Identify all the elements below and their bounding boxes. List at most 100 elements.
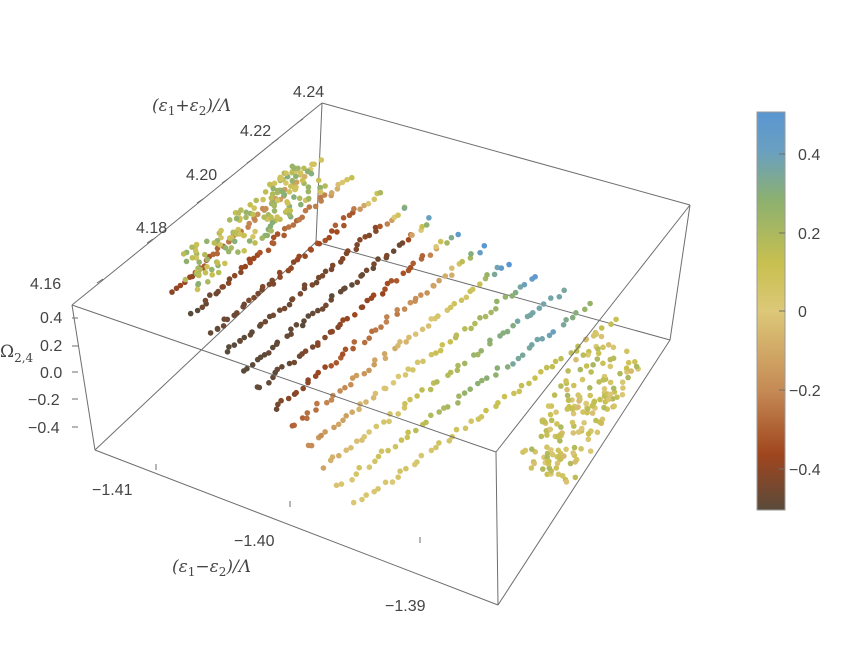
data-point bbox=[211, 240, 218, 246]
data-point bbox=[302, 207, 309, 214]
data-point bbox=[202, 251, 208, 258]
data-point bbox=[169, 289, 175, 295]
data-point bbox=[306, 204, 313, 210]
data-point bbox=[402, 372, 409, 378]
data-point bbox=[352, 312, 358, 318]
data-point bbox=[381, 419, 387, 425]
data-point bbox=[531, 460, 537, 467]
data-point bbox=[204, 256, 211, 263]
data-point bbox=[214, 260, 221, 266]
data-point bbox=[570, 410, 577, 417]
data-point bbox=[342, 384, 348, 391]
data-point bbox=[487, 337, 493, 344]
data-point bbox=[495, 400, 501, 406]
data-point bbox=[406, 334, 412, 341]
data-point bbox=[329, 262, 336, 269]
data-point bbox=[560, 322, 567, 328]
data-point bbox=[571, 444, 578, 451]
data-point bbox=[283, 170, 289, 177]
data-point bbox=[322, 429, 328, 435]
data-point bbox=[193, 241, 200, 248]
data-point bbox=[270, 234, 277, 241]
data-point bbox=[613, 316, 619, 323]
data-point bbox=[414, 359, 421, 366]
data-point bbox=[251, 255, 257, 262]
data-point bbox=[308, 442, 315, 449]
data-point bbox=[311, 161, 317, 167]
data-point bbox=[281, 305, 288, 312]
data-point bbox=[447, 369, 454, 376]
data-point bbox=[339, 179, 346, 186]
data-point bbox=[214, 250, 220, 257]
colorbar-tick-0.4: 0.4 bbox=[798, 147, 820, 164]
data-point bbox=[481, 243, 488, 249]
data-point bbox=[605, 396, 612, 403]
data-point bbox=[447, 304, 454, 311]
data-point bbox=[420, 358, 426, 365]
data-point bbox=[569, 314, 576, 321]
data-point bbox=[428, 447, 435, 454]
data-point bbox=[317, 189, 324, 195]
data-point bbox=[329, 228, 335, 234]
data-point bbox=[594, 429, 601, 436]
data-point bbox=[241, 248, 247, 254]
data-point bbox=[279, 364, 285, 370]
data-point bbox=[394, 307, 401, 313]
data-point bbox=[182, 276, 189, 283]
data-point bbox=[385, 447, 391, 454]
data-point bbox=[218, 227, 224, 234]
data-point bbox=[366, 464, 373, 471]
data-point bbox=[426, 215, 432, 221]
colorbar-tick-minus-0.2: −0.2 bbox=[789, 383, 821, 400]
data-point bbox=[366, 367, 372, 374]
data-point bbox=[390, 380, 397, 386]
data-point bbox=[585, 431, 592, 437]
data-point bbox=[321, 192, 328, 198]
data-point bbox=[333, 360, 340, 366]
data-point bbox=[571, 382, 577, 389]
data-point bbox=[237, 338, 243, 344]
data-point bbox=[556, 294, 563, 300]
data-point bbox=[414, 459, 420, 465]
data-point bbox=[557, 432, 563, 438]
data-point bbox=[528, 465, 535, 471]
data-point bbox=[570, 450, 576, 456]
data-point bbox=[315, 177, 322, 184]
data-point bbox=[253, 197, 259, 204]
data-point bbox=[610, 355, 617, 362]
data-point bbox=[270, 312, 277, 319]
data-point bbox=[231, 272, 238, 279]
data-point bbox=[316, 240, 323, 247]
data-point bbox=[370, 395, 377, 401]
data-point bbox=[558, 383, 564, 389]
data-point bbox=[455, 400, 461, 406]
data-point bbox=[482, 313, 489, 320]
data-point bbox=[581, 420, 587, 426]
data-point bbox=[494, 298, 500, 305]
data-point bbox=[556, 454, 562, 460]
data-point bbox=[563, 446, 569, 453]
data-point bbox=[518, 382, 525, 389]
data-point bbox=[255, 290, 261, 297]
colorbar-tick-0: 0 bbox=[798, 304, 807, 321]
data-point bbox=[372, 458, 378, 465]
data-point bbox=[587, 392, 593, 399]
data-point bbox=[320, 465, 327, 471]
data-point bbox=[246, 256, 253, 263]
data-point bbox=[381, 351, 388, 357]
data-point bbox=[268, 195, 275, 201]
data-point bbox=[366, 429, 372, 435]
data-point bbox=[401, 306, 408, 312]
data-point bbox=[532, 375, 538, 381]
data-point bbox=[295, 165, 301, 172]
data-point bbox=[447, 339, 454, 345]
data-point bbox=[231, 342, 238, 348]
data-point bbox=[334, 229, 340, 235]
data-point bbox=[370, 265, 377, 272]
data-point bbox=[299, 415, 306, 421]
data-point bbox=[564, 392, 571, 399]
data-point bbox=[262, 318, 269, 325]
data-point bbox=[286, 189, 293, 195]
data-point bbox=[493, 306, 499, 312]
data-point bbox=[226, 344, 232, 350]
